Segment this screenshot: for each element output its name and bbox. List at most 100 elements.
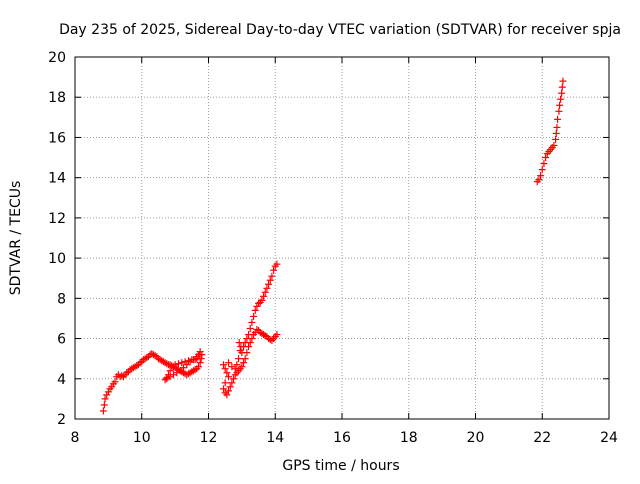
data-point bbox=[550, 141, 558, 149]
data-point bbox=[241, 355, 249, 363]
data-points bbox=[99, 77, 567, 415]
data-point bbox=[228, 379, 236, 387]
data-point bbox=[104, 388, 112, 396]
data-point bbox=[263, 284, 271, 292]
x-tick-label: 8 bbox=[71, 430, 80, 446]
data-point bbox=[161, 376, 169, 384]
data-point bbox=[225, 387, 233, 395]
y-tick-label: 20 bbox=[48, 50, 66, 66]
data-point bbox=[184, 357, 192, 365]
data-point bbox=[556, 101, 564, 109]
data-point bbox=[118, 372, 126, 380]
x-tick-label: 14 bbox=[266, 430, 284, 446]
data-point bbox=[225, 373, 233, 381]
data-point bbox=[235, 339, 243, 347]
x-tick-label: 12 bbox=[200, 430, 218, 446]
x-tick-label: 24 bbox=[600, 430, 618, 446]
data-point bbox=[221, 379, 229, 387]
data-point bbox=[268, 272, 276, 280]
data-point bbox=[226, 383, 234, 391]
data-point bbox=[136, 359, 144, 367]
data-point bbox=[133, 362, 141, 370]
data-point bbox=[163, 360, 171, 368]
x-tick-label: 20 bbox=[467, 430, 485, 446]
data-point bbox=[179, 364, 187, 372]
data-point bbox=[258, 296, 266, 304]
data-point bbox=[260, 292, 268, 300]
x-axis-label: GPS time / hours bbox=[282, 458, 399, 474]
data-point bbox=[542, 154, 550, 162]
y-tick-label: 12 bbox=[48, 211, 66, 227]
data-point bbox=[123, 369, 131, 377]
data-point bbox=[243, 335, 251, 343]
data-point bbox=[555, 107, 563, 115]
data-point bbox=[196, 348, 204, 356]
data-point bbox=[261, 288, 269, 296]
y-tick-label: 18 bbox=[48, 90, 66, 106]
y-tick-label: 4 bbox=[57, 372, 66, 388]
data-point bbox=[168, 363, 176, 371]
data-point bbox=[554, 115, 562, 123]
data-point bbox=[111, 378, 119, 386]
data-point bbox=[251, 306, 259, 314]
x-tick-label: 22 bbox=[533, 430, 551, 446]
data-point bbox=[196, 359, 204, 367]
data-point bbox=[558, 83, 566, 91]
y-axis-label: SDTVAR / TECUs bbox=[8, 181, 24, 296]
data-point bbox=[194, 363, 202, 371]
x-tick-label: 18 bbox=[400, 430, 418, 446]
data-point bbox=[230, 375, 238, 383]
data-point bbox=[535, 176, 543, 184]
y-tick-label: 2 bbox=[57, 412, 66, 428]
data-point bbox=[176, 367, 184, 375]
data-point bbox=[253, 326, 261, 334]
data-point bbox=[245, 331, 253, 339]
data-point bbox=[273, 331, 281, 339]
data-point bbox=[151, 352, 159, 360]
data-point bbox=[100, 401, 108, 409]
data-point bbox=[191, 366, 199, 374]
data-point bbox=[231, 365, 239, 373]
data-point bbox=[238, 349, 246, 357]
data-point bbox=[273, 260, 281, 268]
data-point bbox=[558, 89, 566, 97]
data-point bbox=[143, 354, 151, 362]
data-point bbox=[270, 266, 278, 274]
data-point bbox=[174, 360, 182, 368]
data-point bbox=[240, 359, 248, 367]
data-point bbox=[559, 77, 567, 85]
data-point bbox=[220, 385, 228, 393]
data-point bbox=[537, 172, 545, 180]
data-point bbox=[223, 369, 231, 377]
data-point bbox=[538, 166, 546, 174]
y-tick-label: 14 bbox=[48, 171, 66, 187]
data-point bbox=[101, 395, 109, 403]
data-point bbox=[250, 312, 258, 320]
data-point bbox=[166, 367, 174, 375]
data-point bbox=[261, 332, 269, 340]
data-point bbox=[195, 351, 203, 359]
data-point bbox=[552, 129, 560, 137]
grid bbox=[75, 57, 609, 419]
data-point bbox=[238, 363, 246, 371]
data-point bbox=[225, 359, 233, 367]
data-point bbox=[221, 365, 229, 373]
data-point bbox=[183, 361, 191, 369]
data-point bbox=[108, 383, 116, 391]
data-point bbox=[255, 299, 263, 307]
data-point bbox=[253, 302, 261, 310]
x-tick-label: 10 bbox=[133, 430, 151, 446]
data-point bbox=[248, 318, 256, 326]
data-point bbox=[103, 391, 111, 399]
data-point bbox=[553, 123, 561, 131]
data-point bbox=[240, 343, 248, 351]
data-point bbox=[557, 95, 565, 103]
data-point bbox=[540, 160, 548, 168]
data-point bbox=[265, 280, 273, 288]
data-point bbox=[266, 276, 274, 284]
chart-title: Day 235 of 2025, Sidereal Day-to-day VTE… bbox=[59, 22, 621, 38]
x-tick-label: 16 bbox=[333, 430, 351, 446]
